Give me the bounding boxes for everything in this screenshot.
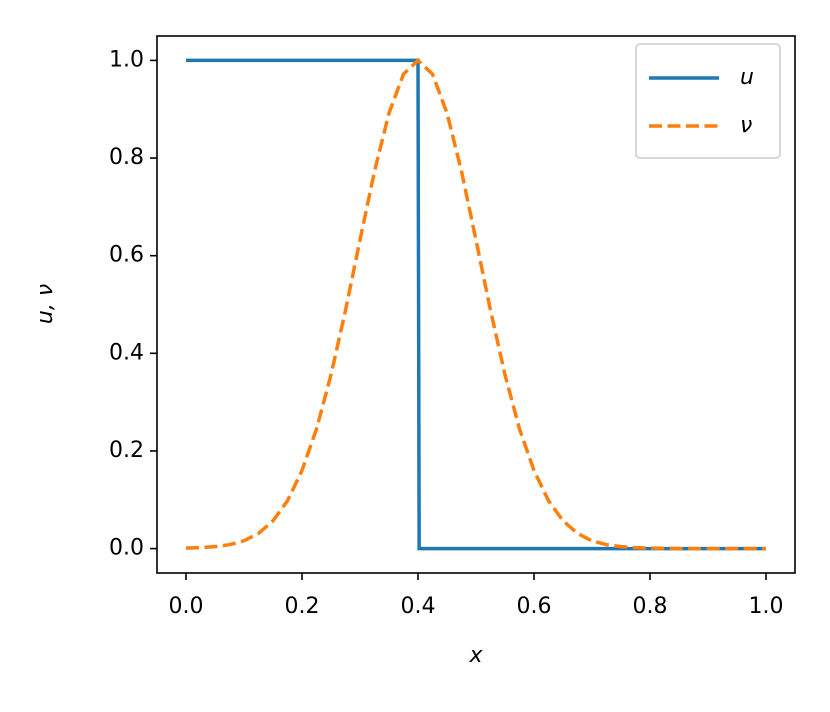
x-tick-label: 0.8 bbox=[633, 594, 668, 619]
x-tick-label: 0.0 bbox=[169, 594, 204, 619]
y-tick-label: 0.8 bbox=[109, 145, 144, 170]
y-tick-label: 0.2 bbox=[109, 438, 144, 463]
plot-frame bbox=[156, 35, 796, 574]
x-axis-label: x bbox=[468, 643, 483, 668]
series-line bbox=[185, 58, 766, 551]
x-tick-label: 0.4 bbox=[401, 594, 436, 619]
y-tick-label: 1.0 bbox=[109, 47, 144, 72]
y-tick-label: 0.4 bbox=[109, 340, 144, 365]
series-line bbox=[186, 58, 766, 551]
x-tick-label: 0.6 bbox=[517, 594, 552, 619]
legend-label: ν bbox=[740, 113, 752, 138]
y-tick-label: 0.6 bbox=[109, 243, 144, 268]
y-tick-label: 0.0 bbox=[109, 536, 144, 561]
y-axis-label: u, ν bbox=[33, 284, 58, 324]
legend-box bbox=[635, 43, 781, 159]
x-tick-label: 1.0 bbox=[749, 594, 784, 619]
x-tick-label: 0.2 bbox=[285, 594, 320, 619]
legend-label: u bbox=[740, 65, 754, 90]
